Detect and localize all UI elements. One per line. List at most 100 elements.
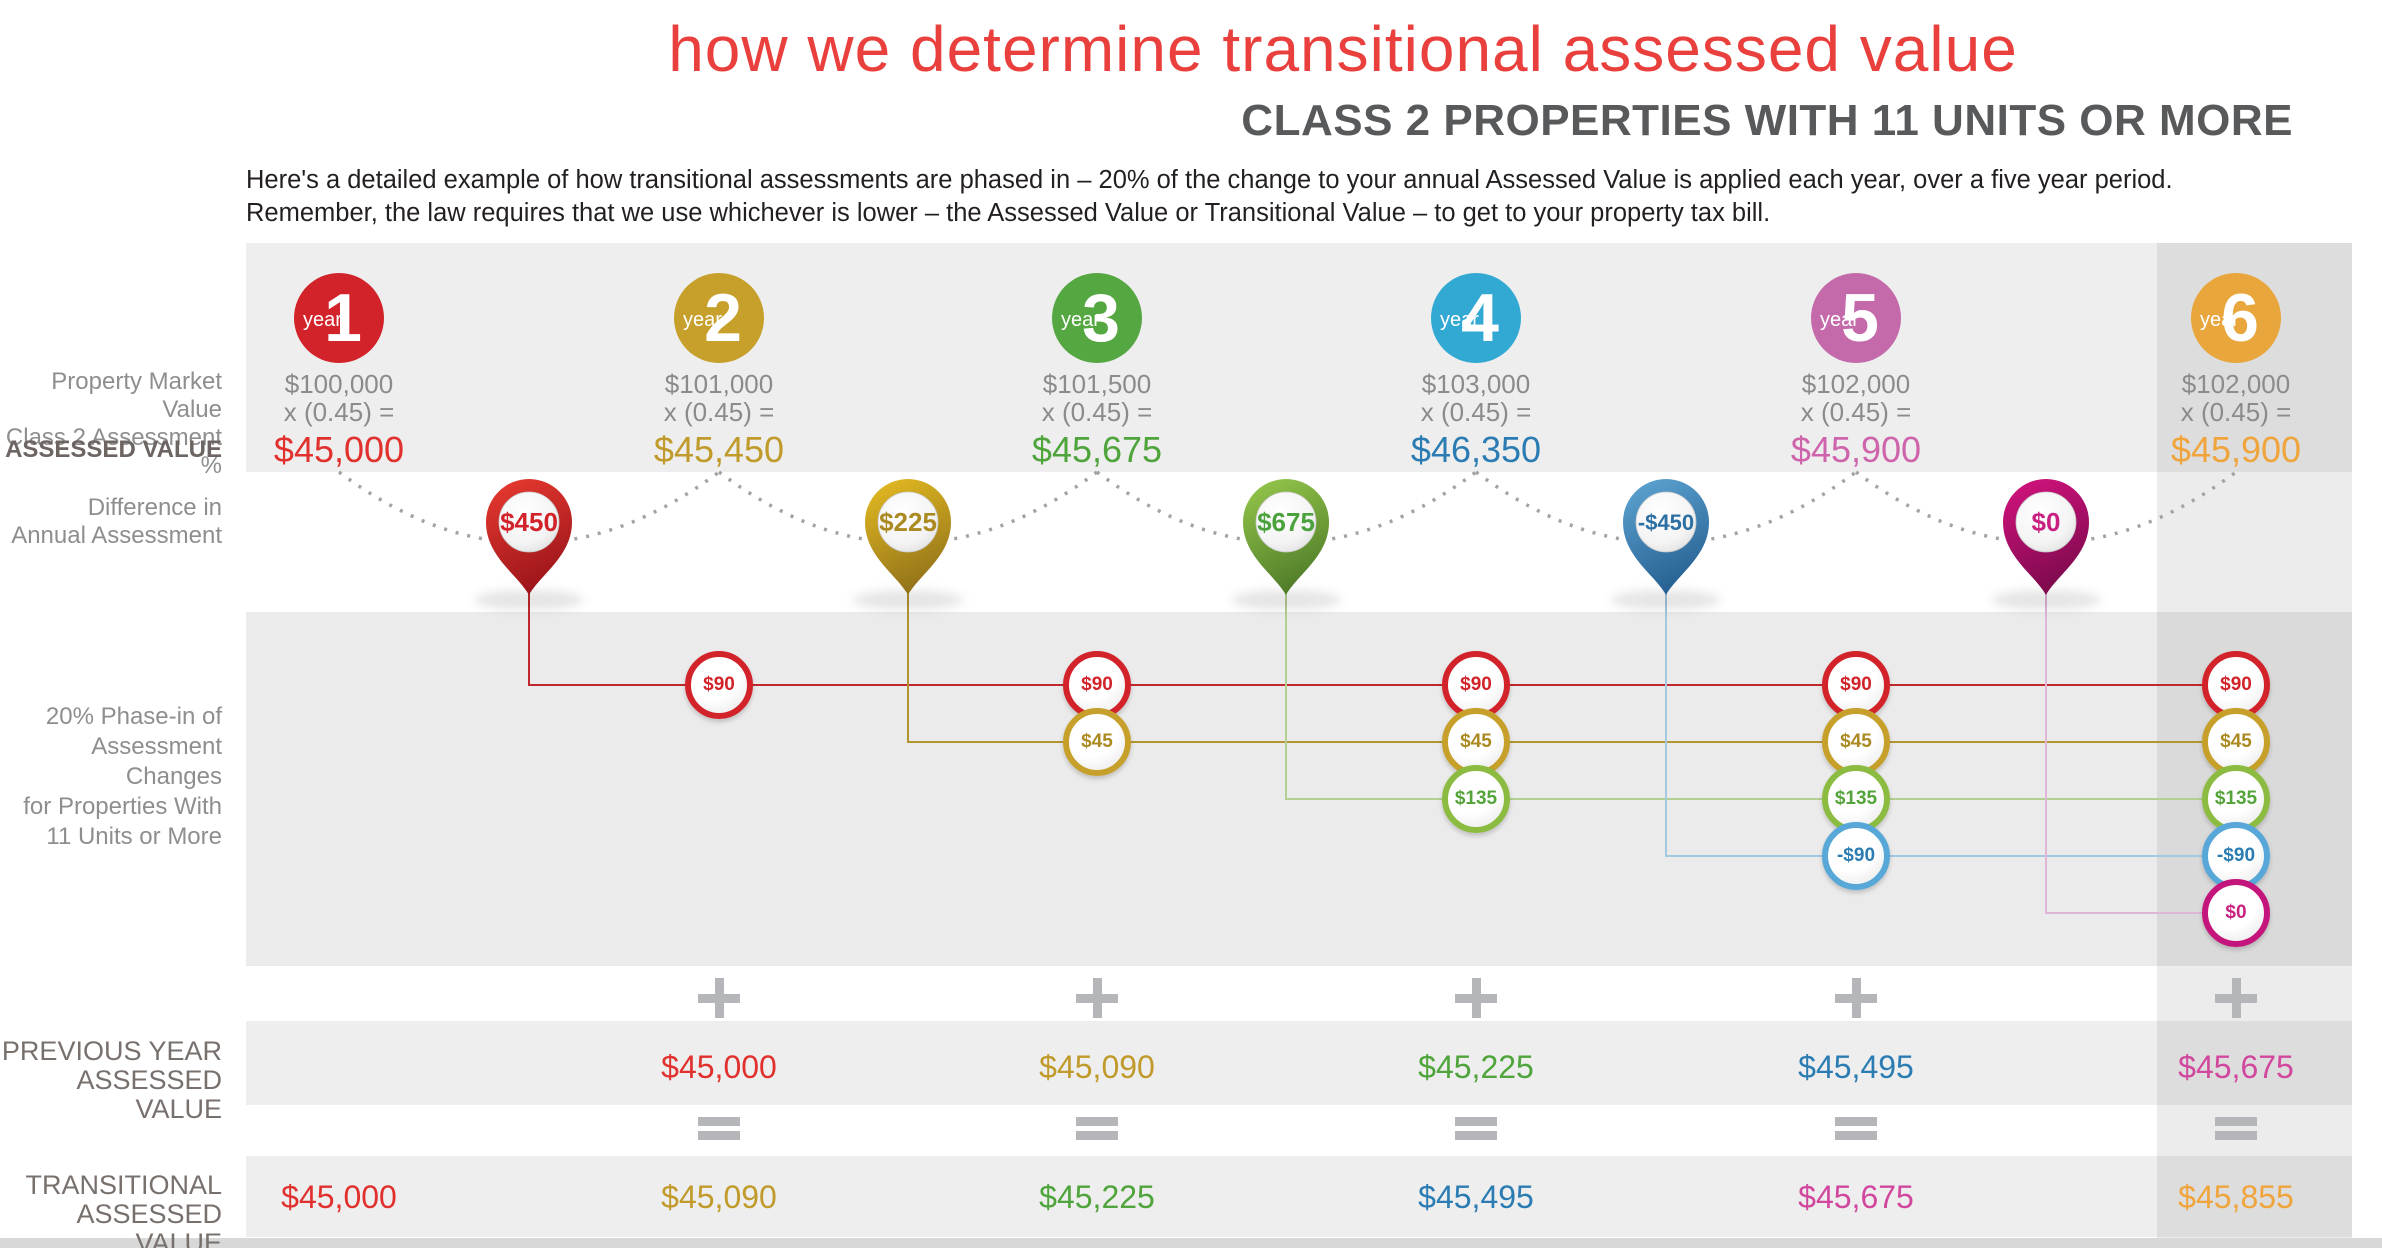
difference-pin-value: $450 xyxy=(500,507,558,537)
intro-line-2: Remember, the law requires that we use w… xyxy=(246,199,1771,227)
market-label-line-1: Property Market Value xyxy=(51,368,222,423)
difference-pin-year5-6: $0 xyxy=(2003,479,2089,595)
pin-shadow xyxy=(853,590,963,610)
dotted-arc-year4-year5 xyxy=(1474,470,1858,545)
market-value-year3: $101,500 xyxy=(1042,369,1152,399)
assessed-value-year5: $45,900 xyxy=(1790,429,1922,470)
formula-year4: x (0.45) = xyxy=(1420,397,1532,427)
difference-pin-year2-3: $225 xyxy=(865,479,951,595)
assessed-value-year2: $45,450 xyxy=(653,429,785,470)
previous-value-year5: $45,495 xyxy=(1798,1049,1914,1085)
difference-pin-value: $0 xyxy=(2032,507,2061,537)
market-value-year1: $100,000 xyxy=(284,369,394,399)
plus-icon xyxy=(1076,978,1118,1018)
year-number: 5 xyxy=(1841,280,1879,356)
plus-icon xyxy=(698,978,740,1018)
year-word: year xyxy=(1820,309,1859,331)
year-word: year xyxy=(1440,309,1479,331)
difference-pin-year3-4: $675 xyxy=(1243,479,1329,595)
year-word: year xyxy=(303,309,342,331)
year-number: 2 xyxy=(704,280,742,356)
pin-shadow xyxy=(1991,590,2101,610)
formula-year3: x (0.45) = xyxy=(1041,397,1153,427)
assessed-value-year4: $46,350 xyxy=(1410,429,1542,470)
phase-amount-135-year6: $135 xyxy=(2202,765,2270,833)
year-word: year xyxy=(683,309,722,331)
pin-ball xyxy=(877,491,939,553)
phase-amount-135-year5: $135 xyxy=(1822,765,1890,833)
pin-shadow xyxy=(1231,590,1341,610)
transitional-row-label: TRANSITIONAL ASSESSED VALUE xyxy=(0,1171,222,1248)
dotted-arc-year1-year2 xyxy=(337,470,721,545)
phase-label-line-3: for Properties With xyxy=(23,793,222,820)
market-value-year2: $101,000 xyxy=(664,369,774,399)
previous-value-year4: $45,225 xyxy=(1418,1049,1534,1085)
phase-amount-m90-year5: -$90 xyxy=(1822,822,1890,890)
difference-pin-value: $675 xyxy=(1257,507,1315,537)
previous-label-line-1: PREVIOUS YEAR xyxy=(1,1036,222,1066)
year-1-badge: year 1 xyxy=(294,273,384,363)
assessed-value-row-label: ASSESSED VALUE xyxy=(5,436,222,463)
transitional-value-year2: $45,090 xyxy=(661,1179,777,1215)
market-label-line-2: Class 2 Assessment % xyxy=(5,424,222,479)
pin-ball xyxy=(1635,491,1697,553)
transitional-value-year1: $45,000 xyxy=(281,1179,397,1215)
transitional-value-year5: $45,675 xyxy=(1798,1179,1914,1215)
bottom-divider-strip xyxy=(0,1238,2382,1248)
year-word: year xyxy=(1061,309,1100,331)
difference-pin-value: $225 xyxy=(879,507,937,537)
difference-pin-year4-5: -$450 xyxy=(1623,479,1709,595)
year-3-badge: year 3 xyxy=(1052,273,1142,363)
year-word: year xyxy=(2200,309,2239,331)
map-pin-icon xyxy=(2003,479,2089,595)
phase-label-line-1: 20% Phase-in of xyxy=(45,703,222,730)
pin-ball xyxy=(2015,491,2077,553)
difference-label-line-2: Annual Assessment xyxy=(11,522,222,549)
difference-pin-value: -$450 xyxy=(1638,510,1694,535)
pin-shadow xyxy=(1611,590,1721,610)
formula-year2: x (0.45) = xyxy=(663,397,775,427)
pin-ball xyxy=(498,491,560,553)
market-value-year4: $103,000 xyxy=(1421,369,1531,399)
phase-in-row-label: 20% Phase-in of Assessment Changes for P… xyxy=(0,702,222,852)
phase-amount-90-year2: $90 xyxy=(685,651,753,719)
previous-year-band xyxy=(246,1021,2352,1105)
previous-value-year3: $45,090 xyxy=(1039,1049,1155,1085)
transitional-label-line-2: ASSESSED VALUE xyxy=(76,1199,222,1248)
year-number: 6 xyxy=(2221,280,2259,356)
market-value-row-label: Property Market Value Class 2 Assessment… xyxy=(0,368,222,480)
previous-year-row-label: PREVIOUS YEAR ASSESSED VALUE xyxy=(0,1037,222,1124)
year-number: 1 xyxy=(324,280,362,356)
equals-icon xyxy=(1076,1117,1118,1140)
market-value-year6: $102,000 xyxy=(2181,369,2291,399)
map-pin-icon xyxy=(1623,479,1709,595)
assessed-value-year6: $45,900 xyxy=(2170,429,2302,470)
phase-amount-90-year4: $90 xyxy=(1442,651,1510,719)
phase-amount-45-year3: $45 xyxy=(1063,708,1131,776)
assessed-value-year3: $45,675 xyxy=(1031,429,1163,470)
equals-icon xyxy=(698,1117,740,1140)
difference-label-line-1: Difference in xyxy=(87,494,222,521)
dotted-arc-year2-year3 xyxy=(717,470,1099,545)
previous-label-line-2: ASSESSED VALUE xyxy=(76,1065,222,1124)
market-value-year5: $102,000 xyxy=(1801,369,1911,399)
year-2-badge: year 2 xyxy=(674,273,764,363)
phase-amount-90-year3: $90 xyxy=(1063,651,1131,719)
dotted-arc-year3-year4 xyxy=(1095,470,1478,545)
year-number: 4 xyxy=(1461,280,1499,356)
year-number: 3 xyxy=(1082,280,1120,356)
transitional-value-year4: $45,495 xyxy=(1418,1179,1534,1215)
plus-icon xyxy=(1835,978,1877,1018)
page-title: how we determine transitional assessed v… xyxy=(668,13,2018,85)
assessed-value-year1: $45,000 xyxy=(273,429,405,470)
intro-line-1: Here's a detailed example of how transit… xyxy=(246,166,2173,194)
difference-pin-year1-2: $450 xyxy=(486,479,572,595)
formula-year1: x (0.45) = xyxy=(283,397,395,427)
equals-icon xyxy=(1835,1117,1877,1140)
equals-icon xyxy=(2215,1117,2257,1140)
phase-amount-135-year4: $135 xyxy=(1442,765,1510,833)
page-subtitle: CLASS 2 PROPERTIES WITH 11 UNITS OR MORE xyxy=(1241,96,2293,145)
formula-year5: x (0.45) = xyxy=(1800,397,1912,427)
phase-label-line-2: Assessment Changes xyxy=(91,733,222,790)
